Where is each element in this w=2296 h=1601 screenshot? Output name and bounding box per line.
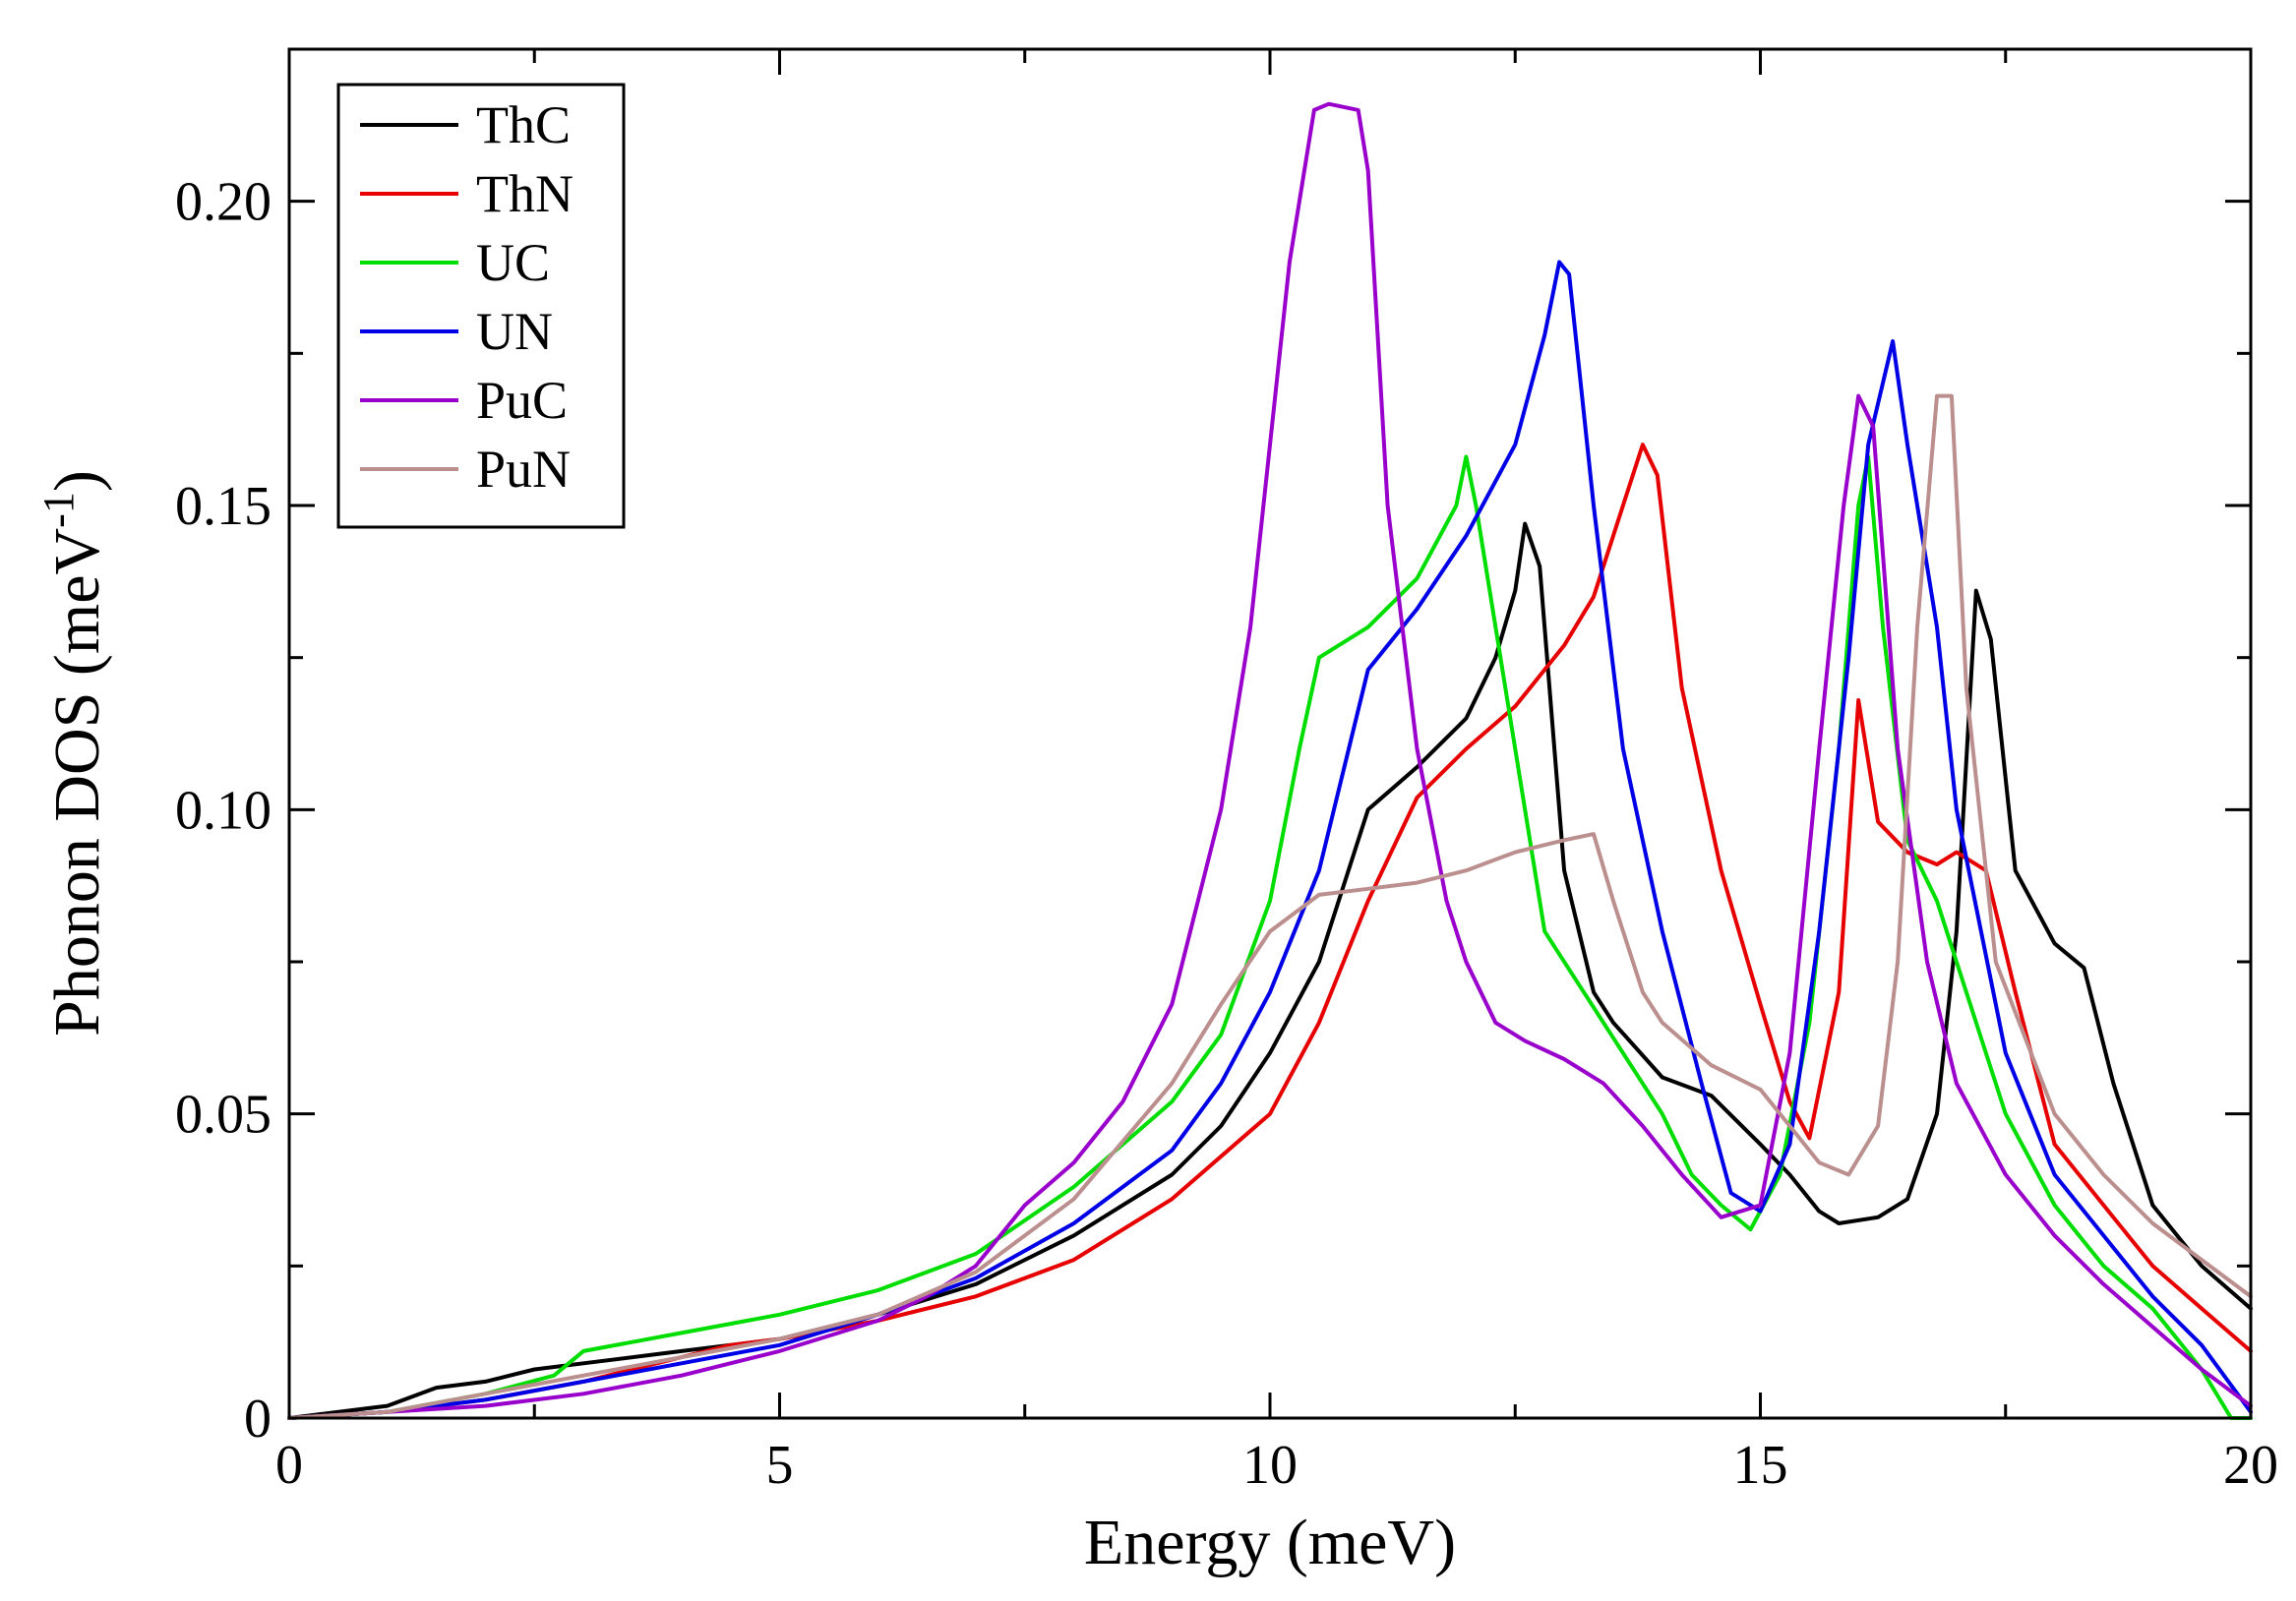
- series-line-pun: [287, 393, 2253, 1420]
- y-tick-label: 0.20: [175, 172, 272, 233]
- x-tick-labels: 0 5 10 15 20: [275, 1435, 2278, 1496]
- y-tick-label: 0.05: [175, 1085, 272, 1146]
- legend-label-thn: ThN: [476, 164, 574, 223]
- legend-label-thc: ThC: [476, 95, 571, 154]
- y-axis-label-close: ): [41, 470, 113, 492]
- legend-label-pun: PuN: [476, 440, 571, 499]
- x-tick-label: 20: [2223, 1435, 2278, 1496]
- x-tick-label: 15: [1733, 1435, 1788, 1496]
- legend-label-puc: PuC: [476, 371, 568, 430]
- plot-frame: [287, 47, 2253, 1420]
- legend-label-un: UN: [476, 302, 553, 361]
- y-tick-label: 0.15: [175, 476, 272, 537]
- y-tick-labels: 0 0.05 0.10 0.15 0.20: [175, 172, 272, 1450]
- x-axis-label: Energy (meV): [1084, 1507, 1456, 1578]
- y-tick-label: 0.10: [175, 780, 272, 841]
- legend-label-uc: UC: [476, 233, 550, 292]
- legend: ThC ThN UC UN PuC PuN: [336, 83, 626, 529]
- legend-box: [336, 83, 626, 529]
- x-tick-label: 10: [1242, 1435, 1298, 1496]
- y-axis-label-main: Phonon DOS (meV: [41, 528, 113, 1037]
- series-line-uc: [287, 454, 2253, 1420]
- y-tick-label: 0: [244, 1389, 272, 1450]
- axis-ticks: [287, 47, 2253, 1420]
- x-tick-label: 5: [766, 1435, 794, 1496]
- y-axis-label: Phonon DOS (meV-1): [34, 470, 113, 1037]
- x-tick-label: 0: [275, 1435, 303, 1496]
- series-lines: [287, 101, 2253, 1420]
- y-axis-label-superscript: -1: [34, 492, 83, 528]
